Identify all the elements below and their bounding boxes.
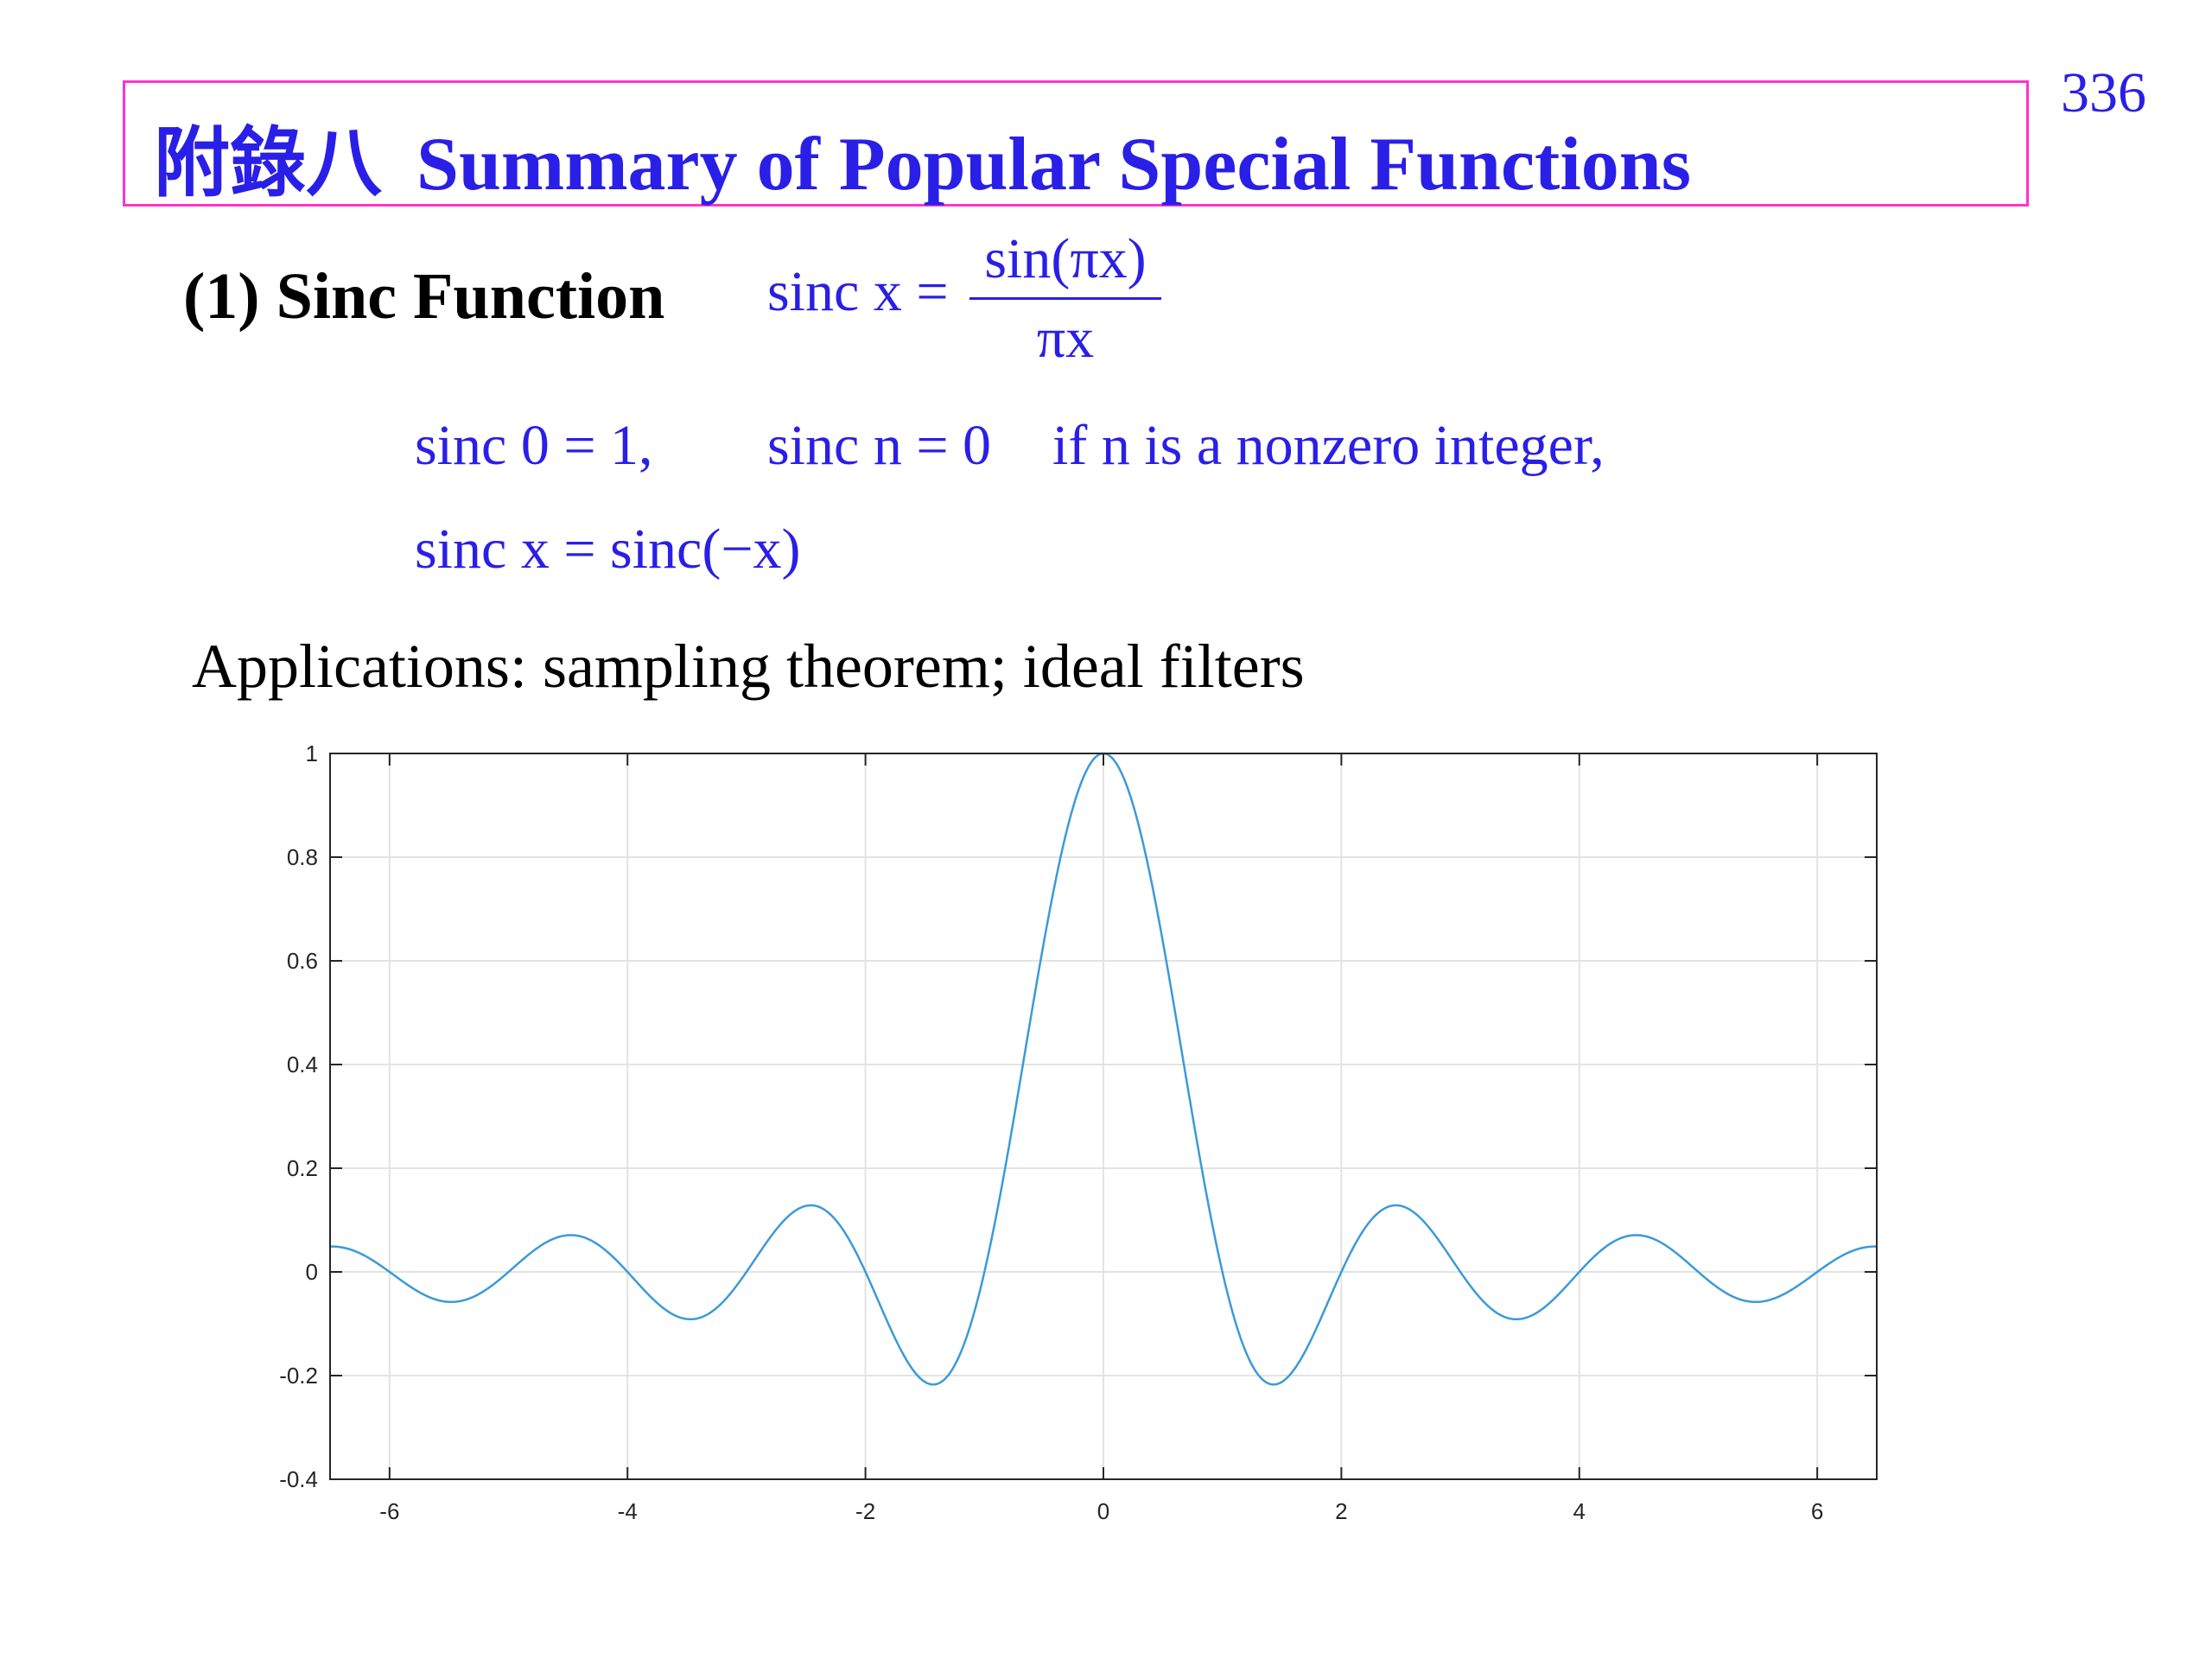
title-chinese: 附錄八 [154, 123, 383, 207]
property-sinc-zero: sinc 0 = 1, [415, 414, 653, 477]
property-sinc-integer: sinc n = 0 [767, 414, 992, 477]
y-tick-label: -0.4 [279, 1466, 318, 1492]
property-even-symmetry: sinc x = sinc(−x) [415, 518, 801, 581]
tick-labels: -6 -4 -2 0 2 4 6 -0.4 -0.2 0 0.2 0.4 0.6 0.8 1 [279, 741, 1823, 1524]
x-tick-label: 6 [1811, 1498, 1823, 1524]
x-tick-label: -6 [379, 1498, 399, 1524]
y-tick-label: -0.2 [279, 1363, 318, 1389]
x-tick-label: -2 [855, 1498, 875, 1524]
x-tick-label: 2 [1335, 1498, 1347, 1524]
applications-text: Applications: sampling theorem; ideal fi… [192, 632, 1305, 701]
fraction-denominator: πx [1036, 307, 1095, 370]
page-number: 336 [2061, 61, 2146, 124]
fraction-bar [969, 297, 1161, 300]
x-tick-label: -4 [618, 1498, 638, 1524]
grid-lines [330, 753, 1877, 1480]
y-tick-label: 0 [306, 1259, 318, 1285]
tick-marks [330, 753, 1877, 1480]
x-tick-label: 0 [1097, 1498, 1109, 1524]
y-tick-label: 0.8 [287, 844, 318, 870]
x-tick-label: 4 [1573, 1498, 1586, 1524]
section-heading: (1) Sinc Function [183, 260, 665, 333]
page-title: 附錄八 Summary of Popular Special Functions [154, 102, 1691, 212]
y-tick-label: 1 [306, 741, 318, 766]
title-frame [123, 80, 2029, 207]
property-integer-condition: if n is a nonzero integer, [1052, 414, 1605, 477]
definition-lhs: sinc x = [767, 260, 949, 323]
fraction-numerator: sin(πx) [984, 227, 1147, 290]
y-tick-label: 0.2 [287, 1155, 318, 1181]
y-tick-label: 0.6 [287, 948, 318, 974]
y-tick-label: 0.4 [287, 1052, 318, 1077]
title-english: Summary of Popular Special Functions [416, 123, 1691, 207]
